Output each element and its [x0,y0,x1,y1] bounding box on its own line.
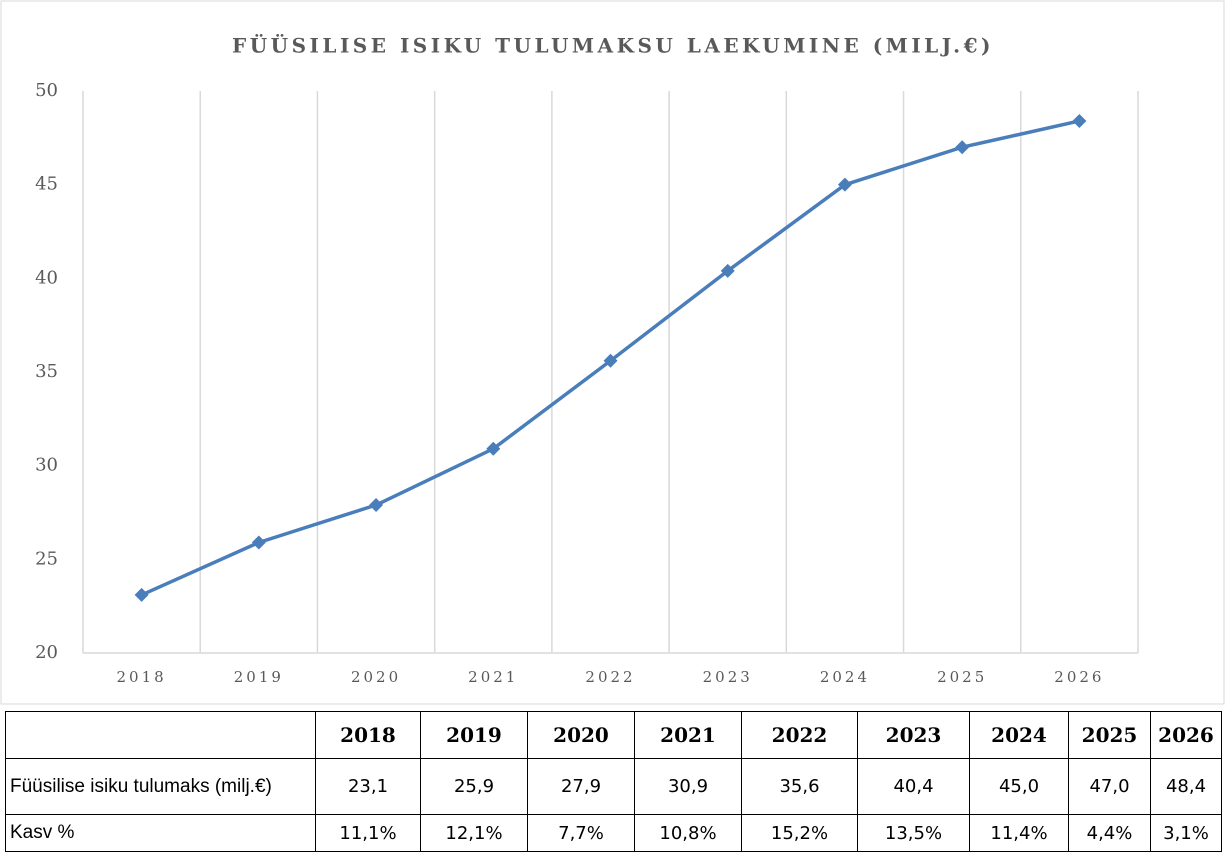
cell: 4,4% [1068,814,1151,852]
x-tick-label: 2026 [1054,668,1104,686]
cell: 13,5% [857,814,970,852]
cell: 15,2% [741,814,858,852]
marker [1072,113,1087,128]
cell: 40,4 [857,758,970,815]
header-cell: 2025 [1068,711,1151,759]
table-row: Füüsilise isiku tulumaks (milj.€) 23,1 25,… [5,758,1222,815]
data-table: 2018 2019 2020 2021 2022 2023 2024 2025 2026 Füü… [5,711,1222,852]
y-tick-label: 40 [35,267,58,288]
marker [837,177,852,192]
cell: 30,9 [634,758,742,815]
y-tick-label: 20 [35,642,58,663]
cell: 7,7% [527,814,635,852]
header-row: 2018 2019 2020 2021 2022 2023 2024 2025 2026 [5,711,1222,759]
x-tick-label: 2022 [585,668,635,686]
cell: 35,6 [741,758,858,815]
x-tick-label: 2023 [703,668,753,686]
header-cell: 2018 [315,711,421,759]
cell: 11,1% [315,814,421,852]
marker [720,263,735,278]
cell: 3,1% [1150,814,1222,852]
chart: FÜÜSILISE ISIKU TULUMAKSU LAEKUMINE (MIL… [0,0,1225,705]
x-tick-label: 2018 [117,668,167,686]
cell: 47,0 [1068,758,1151,815]
marker [603,353,618,368]
chart-title: FÜÜSILISE ISIKU TULUMAKSU LAEKUMINE (MIL… [232,33,994,58]
header-cell: 2022 [741,711,858,759]
y-tick-label: 30 [35,455,58,476]
y-tick-label: 25 [35,548,58,569]
marker [955,140,970,155]
row-label: Füüsilise isiku tulumaks (milj.€) [5,758,316,815]
y-tick-label: 35 [35,361,58,382]
x-tick-label: 2024 [820,668,870,686]
marker [486,441,501,456]
cell: 11,4% [969,814,1069,852]
table-row: Kasv % 11,1% 12,1% 7,7% 10,8% 15,2% 13,5% 11,4%… [5,814,1222,852]
chart-border [0,0,1225,705]
x-tick-label: 2021 [468,668,518,686]
marker [369,498,384,513]
header-cell: 2021 [634,711,742,759]
header-cell: 2024 [969,711,1069,759]
header-cell: 2020 [527,711,635,759]
header-cell: 2026 [1150,711,1222,759]
header-cell: 2023 [857,711,970,759]
cell: 48,4 [1150,758,1222,815]
cell: 27,9 [527,758,635,815]
x-tick-label: 2025 [937,668,987,686]
marker [251,535,266,550]
cell: 45,0 [969,758,1069,815]
corner-cell [5,711,316,759]
cell: 23,1 [315,758,421,815]
marker [134,587,149,602]
cell: 25,9 [420,758,528,815]
y-tick-label: 50 [35,80,58,101]
x-tick-label: 2020 [351,668,401,686]
cell: 10,8% [634,814,742,852]
header-cell: 2019 [420,711,528,759]
y-tick-label: 45 [35,174,58,195]
x-tick-label: 2019 [234,668,284,686]
row-label: Kasv % [5,814,316,852]
cell: 12,1% [420,814,528,852]
